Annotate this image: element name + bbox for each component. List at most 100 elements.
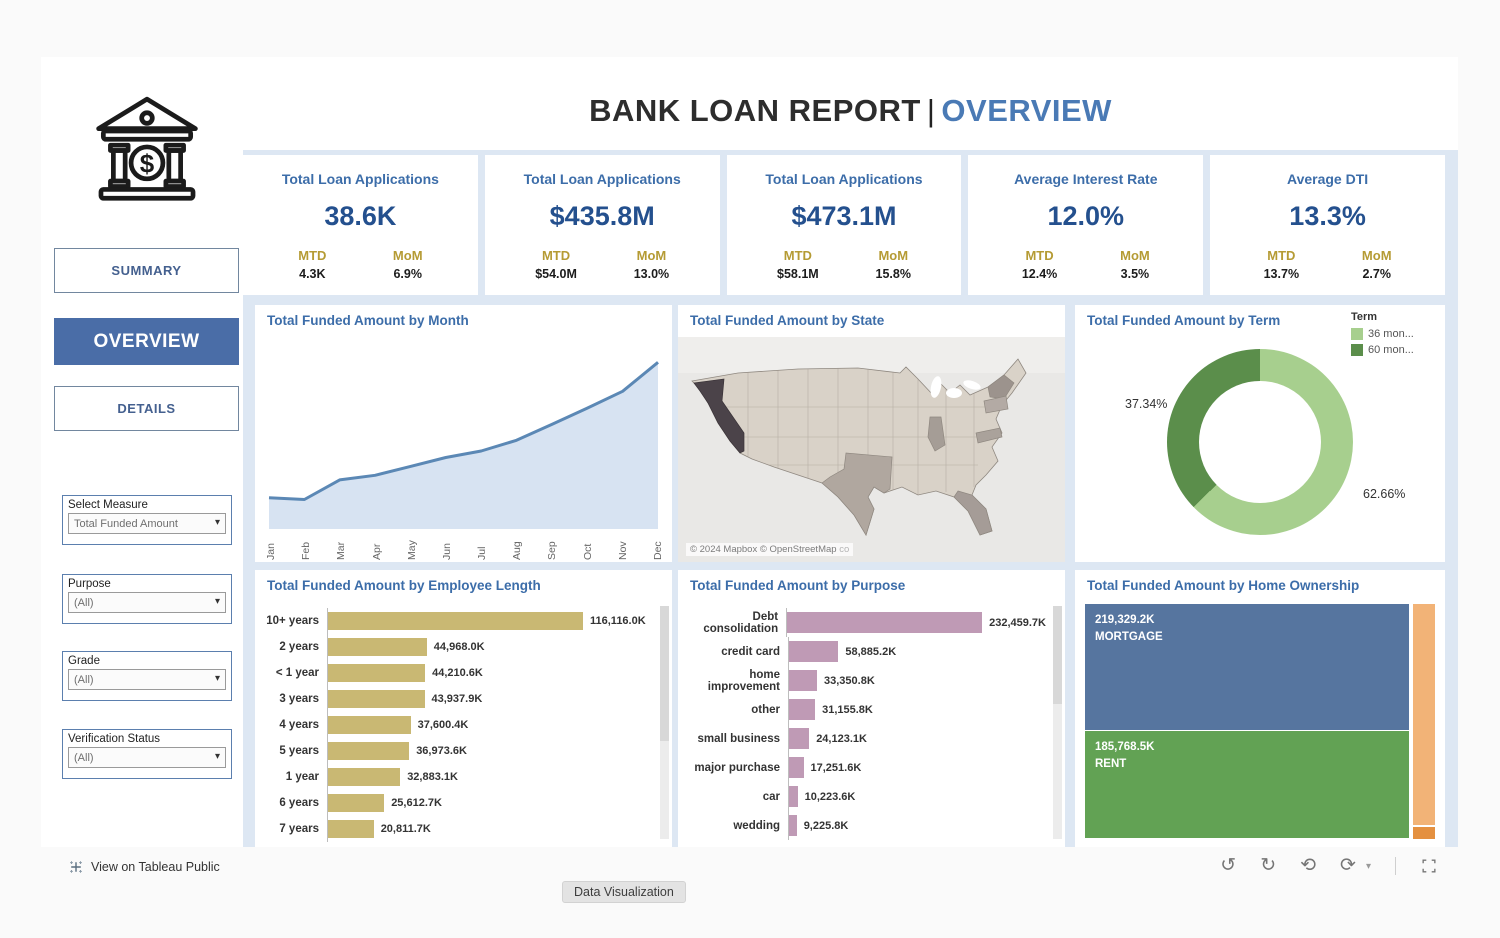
kpi-card-total-applications[interactable]: Total Loan Applications 38.6K MTD 4.3K Mo…: [243, 155, 478, 295]
panel-funded-by-month: Total Funded Amount by Month Jan Feb Mar Ap…: [255, 305, 672, 562]
bar[interactable]: [328, 638, 427, 656]
bar-value-label: 24,123.1K: [816, 732, 867, 745]
chevron-down-icon[interactable]: ▾: [214, 673, 220, 684]
state-florida[interactable]: [953, 490, 993, 536]
legend-item-60-months[interactable]: 60 mon...: [1351, 344, 1437, 356]
bank-logo-icon: $: [96, 96, 198, 201]
x-axis-label: Aug: [511, 541, 524, 560]
state-illinois[interactable]: [927, 416, 946, 452]
kpi-card-total-received[interactable]: Total Loan Applications $473.1M MTD $58.1…: [726, 155, 962, 295]
treemap-tile-other[interactable]: [1413, 827, 1435, 839]
reset-icon[interactable]: ⟲: [1300, 855, 1317, 876]
map-attribution[interactable]: © 2024 Mapbox © OpenStreetMap co: [686, 543, 854, 556]
vertical-scrollbar[interactable]: [660, 606, 669, 839]
state-virginia[interactable]: [975, 427, 1003, 444]
bar[interactable]: [328, 664, 426, 682]
bar-category-label: car: [762, 790, 780, 803]
bar-value-label: 9,225.8K: [803, 819, 849, 832]
x-axis-label: Sep: [546, 541, 559, 560]
bar-value-label: 232,459.7K: [989, 616, 1046, 629]
us-choropleth-map[interactable]: [678, 337, 1065, 562]
purpose-dropdown[interactable]: (All) ▾: [68, 592, 226, 613]
bar-value-label: 32,883.1K: [407, 771, 458, 783]
treemap-tile-rent[interactable]: 185,768.5K RENT: [1085, 731, 1409, 838]
bar[interactable]: [328, 612, 583, 630]
bar[interactable]: [328, 820, 374, 838]
home-ownership-treemap: 219,329.2K MORTGAGE 185,768.5K RENT: [1085, 604, 1435, 839]
bar-value-label: 44,968.0K: [433, 641, 485, 653]
scrollbar-thumb[interactable]: [660, 606, 669, 742]
bar[interactable]: [328, 716, 411, 734]
chevron-down-icon[interactable]: ▾: [214, 596, 220, 607]
nav-button-summary[interactable]: SUMMARY: [54, 248, 239, 293]
select-measure-dropdown[interactable]: Total Funded Amount ▾: [68, 513, 226, 534]
bar[interactable]: [787, 612, 983, 633]
chevron-down-icon[interactable]: ▾: [1365, 860, 1371, 872]
panel-funded-by-employee-length: Total Funded Amount by Employee Length 1…: [255, 570, 672, 847]
page-title-main: BANK LOAN REPORT: [589, 93, 921, 128]
nav-button-overview[interactable]: OVERVIEW: [54, 318, 239, 365]
legend-item-36-months[interactable]: 36 mon...: [1351, 328, 1437, 340]
bar-category-label: 1 year: [285, 771, 319, 783]
nav-button-details[interactable]: DETAILS: [54, 386, 239, 431]
bar-category-label: 10+ years: [266, 615, 319, 627]
x-axis-label: Jan: [265, 543, 277, 560]
bar[interactable]: [789, 670, 817, 691]
redo-icon[interactable]: ↻: [1260, 855, 1277, 876]
vertical-scrollbar[interactable]: [1053, 606, 1062, 839]
scrollbar-thumb[interactable]: [1053, 606, 1062, 704]
refresh-icon[interactable]: ⟳: [1340, 855, 1356, 876]
bar-value-label: 31,155.8K: [822, 703, 873, 716]
svg-text:$: $: [140, 148, 155, 178]
kpi-card-avg-interest-rate[interactable]: Average Interest Rate 12.0% MTD 12.4% MoM…: [968, 155, 1204, 295]
bar-category-label: 7 years: [279, 823, 319, 835]
bar[interactable]: [789, 641, 839, 662]
bar-category-label: < 1 year: [275, 667, 319, 679]
page-title: BANK LOAN REPORT | OVERVIEW: [589, 93, 1112, 128]
chevron-down-icon[interactable]: ▾: [214, 751, 220, 762]
state-texas[interactable]: [821, 452, 893, 536]
view-on-tableau-public-link[interactable]: View on Tableau Public: [68, 859, 220, 875]
chevron-down-icon[interactable]: ▾: [214, 517, 220, 528]
donut-chart[interactable]: [1167, 349, 1353, 535]
bar-value-label: 37,600.4K: [417, 719, 469, 731]
area-chart[interactable]: [255, 339, 672, 529]
undo-icon[interactable]: ↺: [1220, 855, 1237, 876]
grade-dropdown[interactable]: (All) ▾: [68, 669, 226, 690]
bar[interactable]: [789, 786, 798, 807]
bar-row: 1 year 32,883.1K: [263, 764, 655, 790]
filter-verification-status: Verification Status (All) ▾: [62, 729, 232, 779]
tab-data-visualization[interactable]: Data Visualization: [562, 881, 686, 903]
tableau-logo-icon: [70, 861, 82, 873]
donut-label-60-months: 37.34%: [1125, 397, 1168, 411]
bar-category-label: 6 years: [279, 797, 319, 809]
treemap-tile-own[interactable]: [1413, 604, 1435, 825]
bar[interactable]: [789, 728, 810, 749]
bar-row: 6 years 25,612.7K: [263, 790, 655, 816]
treemap-value: 219,329.2K: [1095, 614, 1155, 626]
bar-row: credit card 58,885.2K: [682, 637, 1046, 666]
bar-row: wedding 9,225.8K: [682, 811, 1046, 840]
fullscreen-icon[interactable]: [1420, 857, 1438, 875]
x-axis: Jan Feb Mar Apr May Jun Jul Aug Sep Oct Nov Dec: [265, 532, 664, 560]
bar[interactable]: [789, 699, 816, 720]
state-pennsylvania[interactable]: [983, 395, 1009, 414]
bar-category-label: Debt consolidation: [703, 610, 779, 635]
state-california[interactable]: [693, 378, 745, 454]
x-axis-label: Apr: [370, 543, 383, 560]
bar[interactable]: [789, 757, 804, 778]
kpi-card-total-funded[interactable]: Total Loan Applications $435.8M MTD $54.0…: [484, 155, 720, 295]
state-new-york[interactable]: [987, 374, 1015, 400]
kpi-row: Total Loan Applications 38.6K MTD 4.3K Mo…: [243, 155, 1445, 295]
kpi-card-avg-dti[interactable]: Average DTI 13.3% MTD 13.7% MoM 2.7%: [1210, 155, 1445, 295]
filter-label: Purpose: [68, 578, 111, 590]
bar[interactable]: [328, 742, 410, 760]
bar[interactable]: [328, 768, 401, 786]
treemap-tile-mortgage[interactable]: 219,329.2K MORTGAGE: [1085, 604, 1409, 731]
bar-category-label: 4 years: [279, 719, 319, 731]
panel-funded-by-home-ownership: Total Funded Amount by Home Ownership 21…: [1075, 570, 1445, 847]
bar[interactable]: [328, 794, 385, 812]
bar[interactable]: [789, 815, 797, 836]
verification-status-dropdown[interactable]: (All) ▾: [68, 747, 226, 768]
bar[interactable]: [328, 690, 425, 708]
